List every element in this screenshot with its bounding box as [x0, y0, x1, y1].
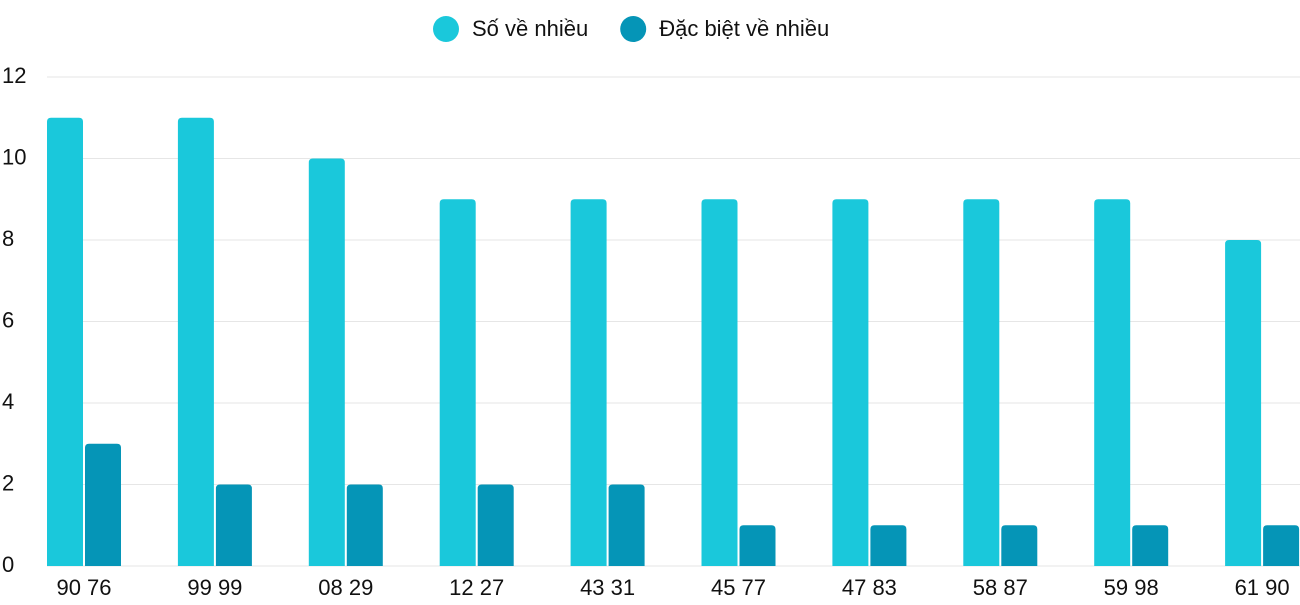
bar: [477, 484, 514, 566]
x-tick-label: 47 83: [842, 575, 897, 600]
bar: [570, 199, 607, 566]
bar: [1001, 525, 1038, 566]
x-tick-label: 43 31: [580, 575, 635, 600]
bar: [1132, 525, 1169, 566]
bar: [439, 199, 476, 566]
x-tick-label: 90 76: [56, 575, 111, 600]
bar: [85, 443, 121, 566]
bar: [1225, 240, 1262, 566]
x-tick-label: 08 29: [318, 575, 373, 600]
x-tick-label: 59 98: [1104, 575, 1159, 600]
y-tick-label: 6: [2, 307, 14, 332]
legend-label: Đặc biệt về nhiều: [659, 16, 829, 41]
bar: [739, 525, 776, 566]
y-tick-label: 0: [2, 552, 14, 577]
y-tick-label: 12: [2, 63, 26, 88]
y-tick-label: 2: [2, 470, 14, 495]
bar: [832, 199, 869, 566]
bar: [346, 484, 383, 566]
bar: [1263, 525, 1300, 566]
bar: [47, 117, 83, 566]
x-tick-label: 58 87: [973, 575, 1028, 600]
bar: [215, 484, 252, 566]
bar: [177, 117, 214, 566]
bar: [308, 158, 345, 566]
bar: [1094, 199, 1131, 566]
bar: [608, 484, 645, 566]
y-tick-label: 8: [2, 226, 14, 251]
legend-swatch: [433, 16, 459, 42]
x-tick-label: 12 27: [449, 575, 504, 600]
y-tick-label: 10: [2, 144, 26, 169]
x-tick-label: 99 99: [187, 575, 242, 600]
x-tick-label: 45 77: [711, 575, 766, 600]
legend-label: Số về nhiều: [472, 16, 588, 41]
bar: [701, 199, 738, 566]
bar: [870, 525, 907, 566]
y-tick-label: 4: [2, 389, 14, 414]
bar: [963, 199, 1000, 566]
x-tick-label: 61 90: [1235, 575, 1290, 600]
legend-swatch: [620, 16, 647, 42]
